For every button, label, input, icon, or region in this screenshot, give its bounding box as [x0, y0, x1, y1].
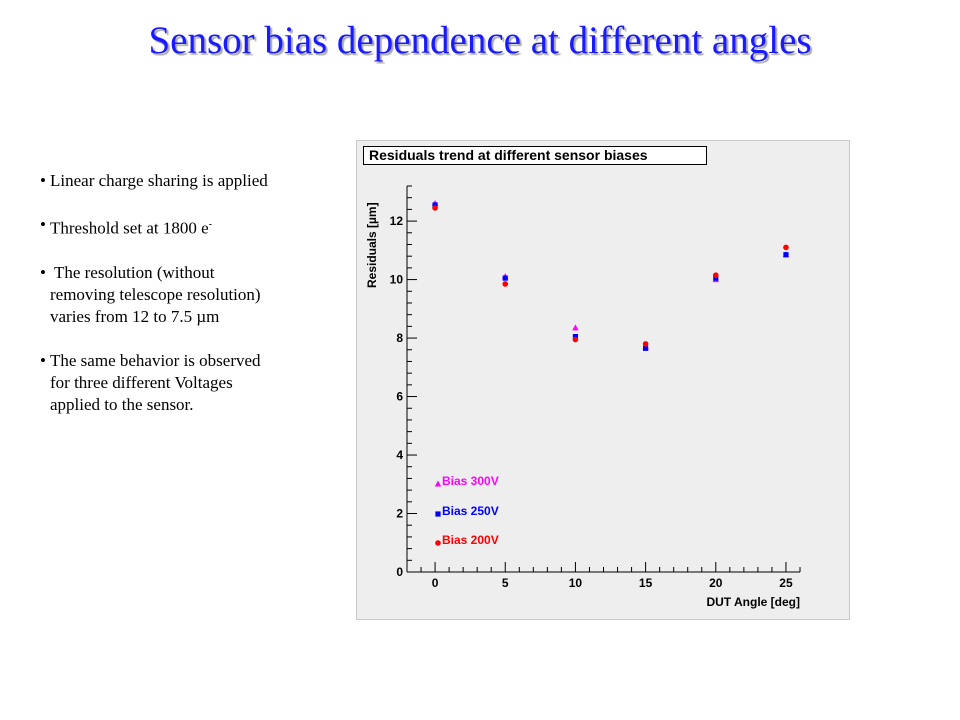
threshold-text: Threshold set at 1800 e — [50, 218, 209, 238]
plot-canvas — [356, 140, 850, 620]
bullet-text: Linear charge sharing is applied — [50, 171, 268, 190]
bias-300v-legend-label: Bias 300V — [442, 474, 499, 488]
y-tick-label: 0 — [396, 565, 403, 579]
y-tick-label: 6 — [396, 390, 403, 404]
bias-200v-point — [712, 272, 719, 278]
bias-200v-point — [783, 244, 789, 251]
bullet-charge-sharing: Linear charge sharing is applied — [40, 170, 340, 192]
bias-300v-point — [572, 324, 579, 331]
x-tick-label: 0 — [432, 576, 439, 590]
bullet-text-line: varies from 12 to 7.5 µm — [50, 306, 220, 326]
bias-200v-legend-marker — [435, 540, 441, 546]
bullet-list: Linear charge sharing is applied Thresho… — [40, 170, 340, 438]
bullet-text-line: The same behavior is observed — [50, 350, 261, 370]
y-tick-label: 4 — [396, 448, 403, 462]
bullet-text-line: applied to the sensor. — [50, 394, 194, 414]
y-axis-label: Residuals [µm] — [365, 202, 379, 288]
bias-200v-point — [432, 205, 438, 211]
x-tick-label: 20 — [709, 576, 723, 590]
bias-200v-point — [502, 281, 509, 287]
bias-250v-point — [572, 333, 579, 340]
y-tick-label: 8 — [396, 331, 403, 345]
bias-250v-legend-marker — [435, 511, 441, 517]
bias-200v-point — [572, 336, 579, 343]
slide-title: Sensor bias dependence at different angl… — [148, 19, 812, 62]
bullet-text-line: removing telescope resolution) — [50, 284, 261, 304]
bias-250v-point — [502, 275, 508, 281]
plot-title: Residuals trend at different sensor bias… — [363, 146, 707, 165]
bias-250v-legend-label: Bias 250V — [442, 504, 499, 518]
bullet-text: Threshold set at 1800 e- — [50, 214, 340, 240]
x-tick-label: 5 — [502, 576, 509, 590]
x-tick-label: 15 — [639, 576, 653, 590]
y-tick-label: 12 — [390, 214, 404, 228]
bias-250v-point — [783, 252, 789, 258]
bias-250v-point — [643, 345, 649, 351]
bullet-resolution: The resolution (without removing telesco… — [40, 262, 340, 328]
x-tick-label: 10 — [569, 576, 583, 590]
bullet-threshold: Threshold set at 1800 e- — [40, 214, 340, 240]
bias-200v-point — [642, 341, 649, 347]
chart-points — [431, 200, 790, 351]
bias-250v-point — [713, 275, 719, 281]
electron-charge-superscript: - — [208, 219, 212, 230]
bullet-text-line: for three different Voltages — [50, 372, 233, 392]
y-tick-label: 2 — [396, 507, 403, 521]
bias-250v-point — [432, 202, 438, 208]
x-tick-label: 25 — [779, 576, 793, 590]
bullet-text-line: The resolution (without — [50, 262, 215, 282]
x-axis-label: DUT Angle [deg] — [706, 595, 800, 609]
chart-ticks: 0 5 10 15 20 25 0 2 4 6 8 10 12 — [390, 185, 801, 590]
bias-300v-legend-marker — [434, 480, 442, 487]
bias-200v-legend-label: Bias 200V — [442, 533, 499, 547]
bullet-same-behavior: The same behavior is observed for three … — [40, 350, 340, 416]
chart-legend: Bias 300V Bias 250V Bias 200V — [434, 474, 499, 547]
y-tick-label: 10 — [390, 273, 404, 287]
